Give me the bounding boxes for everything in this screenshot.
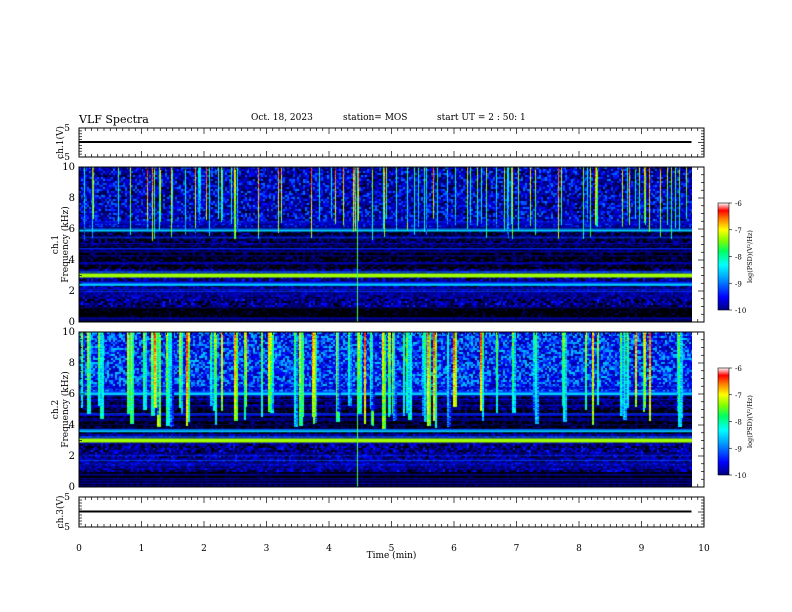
x-axis-label: Time (min) — [367, 550, 417, 561]
x-tick-label: 5 — [389, 544, 395, 554]
colorbar-label: log(PSD)(V²/Hz) — [746, 230, 754, 283]
y-tick-label: 5 — [64, 493, 70, 503]
y-tick-label: 10 — [62, 162, 75, 173]
y-tick-label: 4 — [69, 255, 75, 266]
y-tick-label: 2 — [69, 286, 75, 297]
y-tick-label: 2 — [69, 451, 75, 462]
y-tick-label: -5 — [61, 523, 70, 533]
x-tick-label: 4 — [326, 544, 332, 554]
colorbar-tick-label: -6 — [735, 200, 742, 208]
y-tick-label: -5 — [61, 153, 70, 163]
colorbar-tick-label: -6 — [735, 365, 742, 373]
x-tick-label: 7 — [514, 544, 520, 554]
colorbar-tick-label: -10 — [735, 307, 746, 315]
figure-title: VLF Spectra — [79, 113, 149, 126]
y-axis-label: ch.1(V) — [55, 126, 66, 159]
colorbar-tick-label: -7 — [735, 227, 742, 235]
x-tick-label: 8 — [576, 544, 582, 554]
ch2-spectrogram-image — [79, 332, 692, 487]
colorbar-label: log(PSD)(V²/Hz) — [746, 395, 754, 448]
y-tick-label: 10 — [62, 327, 75, 338]
colorbar-1 — [717, 202, 730, 311]
colorbar-2 — [717, 367, 730, 476]
x-tick-label: 9 — [639, 544, 645, 554]
y-axis-label: ch.3(V) — [55, 496, 66, 529]
x-tick-label: 3 — [264, 544, 270, 554]
y-axis-label-frequency: Frequency (kHz) — [60, 371, 71, 448]
colorbar-tick-label: -10 — [735, 472, 746, 480]
colorbar-tick-label: -7 — [735, 392, 742, 400]
spectrogram-layer — [79, 167, 692, 487]
y-tick-label: 0 — [69, 317, 75, 328]
station-label: station= MOS — [343, 113, 408, 123]
y-axis-label-channel: ch.2 — [51, 400, 61, 419]
colorbar-tick-label: -8 — [735, 419, 742, 427]
x-tick-label: 10 — [698, 544, 710, 554]
x-tick-label: 0 — [76, 544, 82, 554]
start-time-label: start UT = 2 : 50: 1 — [437, 113, 526, 123]
y-tick-label: 4 — [69, 420, 75, 431]
ch1-spectrogram-image — [79, 167, 692, 322]
colorbar-tick-label: -9 — [735, 445, 742, 453]
y-tick-label: 6 — [69, 389, 75, 400]
colorbar-tick-label: -8 — [735, 254, 742, 262]
y-axis-label-frequency: Frequency (kHz) — [60, 206, 71, 283]
y-tick-label: 6 — [69, 224, 75, 235]
x-tick-label: 6 — [451, 544, 457, 554]
y-tick-label: 5 — [64, 124, 70, 134]
date-label: Oct. 18, 2023 — [251, 113, 313, 123]
y-tick-label: 8 — [69, 193, 75, 204]
x-tick-label: 2 — [201, 544, 207, 554]
y-tick-label: 8 — [69, 358, 75, 369]
y-tick-label: 0 — [69, 482, 75, 493]
y-axis-label-channel: ch.1 — [51, 235, 61, 254]
x-tick-label: 1 — [139, 544, 145, 554]
colorbar-tick-label: -9 — [735, 280, 742, 288]
